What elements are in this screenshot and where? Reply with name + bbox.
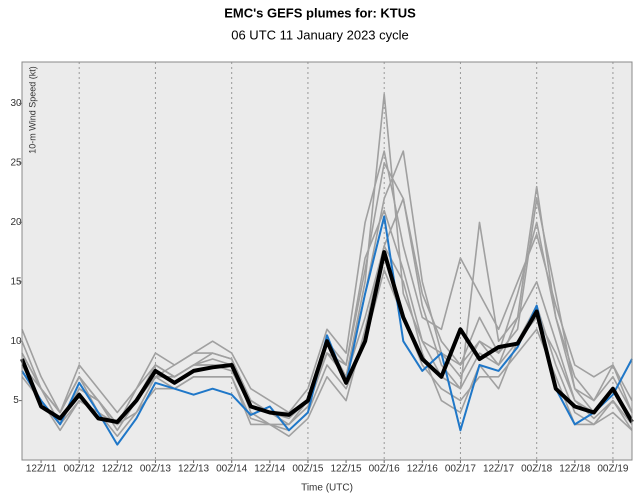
y-tick-label: 20 (10, 217, 22, 228)
series-line (20, 250, 634, 424)
plot-frame (21, 61, 633, 461)
x-tick-label: 12Z/12 (102, 464, 134, 475)
x-axis-label: Time (UTC) (301, 483, 353, 494)
x-tick-label: 12Z/15 (330, 464, 362, 475)
series-line (21, 269, 633, 432)
series-line (21, 150, 633, 414)
x-tick-label: 00Z/14 (216, 464, 248, 475)
chart-subtitle: 06 UTC 11 January 2023 cycle (231, 27, 409, 42)
y-tick-label: 10 (10, 336, 22, 347)
x-tick-label: 00Z/18 (521, 464, 553, 475)
x-tick-label: 00Z/12 (64, 464, 96, 475)
y-axis-label: 10-m Wind Speed (kt) (27, 66, 37, 154)
x-tick-label: 12Z/17 (483, 464, 515, 475)
x-tick-label: 00Z/13 (140, 464, 172, 475)
chart-title: EMC's GEFS plumes for: KTUS (224, 5, 416, 20)
x-tick-label: 12Z/13 (178, 464, 210, 475)
y-tick-label: 5 (13, 395, 19, 406)
x-tick-label: 00Z/19 (597, 464, 629, 475)
y-tick-label: 25 (10, 158, 22, 169)
x-tick-label: 12Z/18 (559, 464, 591, 475)
x-tick-label: 12Z/16 (407, 464, 439, 475)
x-tick-label: 12Z/11 (26, 464, 57, 475)
x-tick-label: 00Z/17 (445, 464, 477, 475)
x-tick-label: 00Z/16 (369, 464, 401, 475)
x-tick-label: 00Z/15 (292, 464, 324, 475)
y-tick-label: 30 (10, 98, 22, 109)
x-tick-label: 12Z/14 (254, 464, 286, 475)
plot-area (22, 62, 632, 460)
y-tick-label: 15 (10, 276, 22, 287)
